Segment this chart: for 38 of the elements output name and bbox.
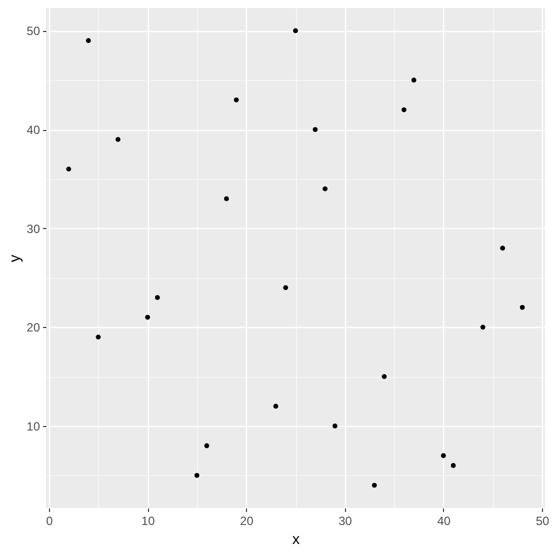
x-tick-label: 20 bbox=[240, 514, 254, 528]
point bbox=[411, 78, 416, 83]
point bbox=[96, 334, 101, 340]
point bbox=[500, 246, 506, 251]
x-tick-label: 40 bbox=[437, 514, 451, 528]
point bbox=[450, 463, 456, 468]
point bbox=[273, 404, 278, 409]
point bbox=[234, 97, 239, 102]
point bbox=[372, 482, 377, 488]
x-tick-label: 10 bbox=[141, 514, 156, 528]
point bbox=[293, 28, 298, 34]
point bbox=[145, 314, 150, 320]
point bbox=[283, 285, 288, 290]
point bbox=[402, 107, 406, 112]
point bbox=[312, 127, 318, 132]
point bbox=[66, 166, 72, 172]
y-axis-title: y bbox=[6, 254, 24, 262]
point bbox=[480, 324, 486, 330]
point bbox=[322, 186, 328, 192]
y-tick-label: 40 bbox=[26, 123, 40, 138]
point bbox=[440, 453, 446, 458]
y-tick-label: 20 bbox=[26, 320, 40, 335]
y-tick-label: 30 bbox=[26, 222, 40, 236]
point bbox=[154, 295, 160, 300]
point bbox=[382, 374, 387, 380]
point bbox=[224, 196, 229, 202]
x-axis-title: x bbox=[292, 531, 300, 548]
x-tick-label: 0 bbox=[46, 514, 54, 528]
y-tick-label: 10 bbox=[26, 419, 40, 434]
point bbox=[332, 424, 338, 428]
x-tick-label: 50 bbox=[536, 514, 550, 528]
point bbox=[520, 304, 525, 310]
point bbox=[116, 136, 120, 142]
point bbox=[204, 443, 210, 448]
y-tick-label: 50 bbox=[26, 24, 40, 38]
point bbox=[194, 472, 200, 478]
point bbox=[86, 38, 91, 44]
x-tick-label: 30 bbox=[338, 514, 352, 528]
